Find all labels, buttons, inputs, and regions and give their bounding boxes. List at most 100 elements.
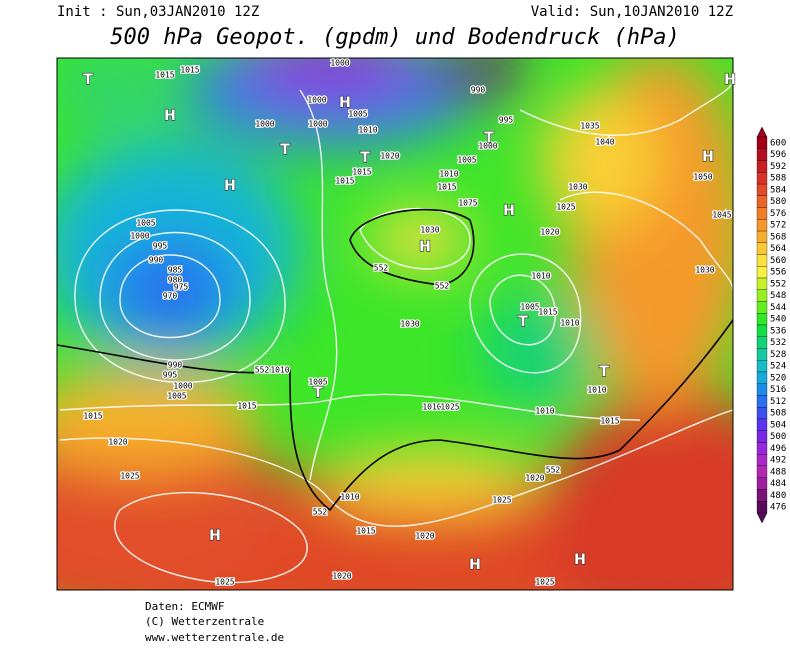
colorbar-swatch	[756, 348, 768, 361]
isobar-label: 1040	[595, 138, 614, 147]
colorbar-swatch	[756, 442, 768, 455]
colorbar-label: 476	[770, 503, 786, 513]
colorbar-label: 592	[770, 162, 786, 172]
colorbar-label: 512	[770, 397, 786, 407]
pressure-center: H	[164, 108, 176, 124]
isobar-label: 1050	[693, 173, 712, 182]
pressure-center: H	[469, 557, 481, 573]
colorbar-swatch	[756, 383, 768, 396]
pressure-center: T	[360, 150, 370, 166]
isobar-label: 1015	[335, 177, 354, 186]
valid-time: Valid: Sun,10JAN2010 12Z	[531, 4, 733, 20]
pressure-center: H	[339, 95, 351, 111]
isobar-label: 1000	[308, 120, 327, 129]
colorbar-label: 532	[770, 338, 786, 348]
isobar-label: 1020	[415, 532, 434, 541]
colorbar-swatch	[756, 289, 768, 302]
colorbar-label: 584	[770, 185, 786, 195]
isobar-label: 975	[174, 283, 189, 292]
map-title: 500 hPa Geopot. (gpdm) und Bodendruck (h…	[110, 25, 680, 50]
pressure-center: T	[518, 314, 528, 330]
colorbar-arrow	[756, 126, 768, 138]
colorbar-label: 556	[770, 268, 786, 278]
pressure-center: H	[724, 72, 736, 88]
isobar-label: 1015	[538, 308, 557, 317]
isobar-label: 995	[499, 116, 514, 125]
colorbar-label: 480	[770, 491, 786, 501]
isobar-label: 1020	[540, 228, 559, 237]
map-frame	[56, 57, 734, 591]
isobar-label: 1015	[83, 412, 102, 421]
map-field	[57, 58, 733, 590]
colorbar-label: 500	[770, 432, 786, 442]
pressure-center: T	[484, 130, 494, 146]
colorbar-swatch	[756, 266, 768, 279]
colorbar-swatch	[756, 183, 768, 196]
colorbar-label: 492	[770, 456, 786, 466]
colorbar-swatch	[756, 371, 768, 384]
colorbar-swatch	[756, 136, 768, 150]
pressure-center: T	[280, 142, 290, 158]
colorbar-swatch	[756, 360, 768, 373]
isobar-label: 1010	[422, 403, 441, 412]
colorbar-swatch	[756, 207, 768, 220]
isobar-label: 552	[374, 264, 389, 273]
colorbar-swatch	[756, 477, 768, 490]
isobar-label: 1030	[420, 226, 439, 235]
isobar-label: 1015	[237, 402, 256, 411]
colorbar-swatch	[756, 254, 768, 267]
isobar-label: 970	[163, 292, 178, 301]
isobar-label: 1025	[535, 578, 554, 587]
colorbar-label: 484	[770, 479, 786, 489]
pressure-center: T	[83, 72, 93, 88]
isobar-label: 995	[153, 242, 168, 251]
pressure-center: T	[313, 385, 323, 401]
colorbar-swatch	[756, 301, 768, 314]
isobar-label: 1010	[560, 319, 579, 328]
isobar-label: 1015	[600, 417, 619, 426]
isobar-label: 1005	[308, 378, 327, 387]
colorbar-label: 548	[770, 291, 786, 301]
isobar-label: 990	[168, 361, 183, 370]
colorbar-label: 488	[770, 467, 786, 477]
isobar-label: 1015	[437, 183, 456, 192]
isobar-label: 1025	[492, 496, 511, 505]
colorbar-label: 568	[770, 232, 786, 242]
colorbar-swatch	[756, 160, 768, 173]
isobar-label: 1010	[531, 272, 550, 281]
isobar-label: 1010	[270, 366, 289, 375]
isobar-label: 995	[163, 371, 178, 380]
colorbar-swatch	[756, 336, 768, 349]
colorbar-swatch	[756, 430, 768, 443]
isobar-label: 1025	[556, 203, 575, 212]
isobar-label: 1025	[215, 578, 234, 587]
isobar-label: 1045	[712, 211, 731, 220]
pressure-center: H	[574, 552, 586, 568]
isobar-label: 1005	[136, 219, 155, 228]
footer-line: (C) Wetterzentrale	[145, 615, 264, 628]
isobar-label: 1005	[348, 110, 367, 119]
pressure-center: T	[599, 364, 609, 380]
pressure-center: H	[503, 203, 515, 219]
colorbar-label: 588	[770, 174, 786, 184]
isobar-label: 1015	[356, 527, 375, 536]
isobar-label: 552	[546, 466, 561, 475]
colorbar-label: 528	[770, 350, 786, 360]
isobar-label: 1010	[358, 126, 377, 135]
colorbar-swatch	[756, 313, 768, 326]
colorbar-swatch	[756, 219, 768, 232]
isobar-label: 1010	[439, 170, 458, 179]
isobar-label: 1015	[155, 71, 174, 80]
isobar-label: 1000	[330, 59, 349, 68]
isobar-label: 1020	[525, 474, 544, 483]
isobar-label: 552	[313, 508, 328, 517]
isobar-label: 1000	[255, 120, 274, 129]
colorbar-label: 560	[770, 256, 786, 266]
isobar-label: 552	[435, 282, 450, 291]
colorbar-swatch	[756, 407, 768, 420]
colorbar-swatch	[756, 489, 768, 502]
isobar-label: 1020	[332, 572, 351, 581]
colorbar-label: 496	[770, 444, 786, 454]
colorbar-label: 504	[770, 420, 786, 430]
